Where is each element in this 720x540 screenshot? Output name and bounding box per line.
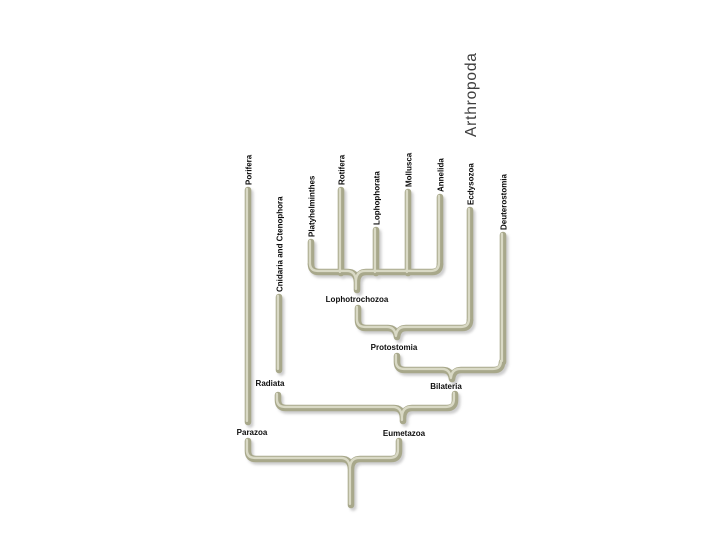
clade-label-eumetazoa: Eumetazoa bbox=[383, 429, 426, 438]
taxon-label-lophophorata: Lophophorata bbox=[372, 171, 381, 225]
taxon-label-mollusca: Mollusca bbox=[404, 152, 413, 187]
clade-label-protostomia: Protostomia bbox=[371, 343, 418, 352]
clade-bracket-bilateria-highlight bbox=[394, 353, 503, 380]
tree-branches-highlight-layer bbox=[245, 187, 504, 506]
taxon-label-cnidaria-and-ctenophora: Cnidaria and Ctenophora bbox=[275, 196, 284, 292]
taxon-label-ecdysozoa: Ecdysozoa bbox=[466, 163, 475, 205]
side-label-parazoa: Parazoa bbox=[237, 428, 268, 437]
clade-bracket-root bbox=[244, 437, 403, 472]
clade-bracket-eumetazoa-highlight bbox=[275, 391, 456, 418]
clade-label-bilateria: Bilateria bbox=[430, 382, 462, 391]
side-label-radiata: Radiata bbox=[256, 379, 285, 388]
clade-bracket-protostomia bbox=[354, 304, 474, 341]
clade-bracket-eumetazoa bbox=[274, 390, 459, 421]
taxon-label-platyhelminthes: Platyhelminthes bbox=[307, 175, 316, 237]
taxon-label-porifera: Porifera bbox=[244, 154, 253, 185]
featured-taxon-label-arthropoda: Arthropoda bbox=[463, 52, 480, 137]
taxon-label-rotifera: Rotifera bbox=[337, 154, 346, 185]
clade-label-lophotrochozoa: Lophotrochozoa bbox=[326, 295, 389, 304]
taxon-label-annelida: Annelida bbox=[436, 158, 445, 192]
taxon-label-deuterostomia: Deuterostomia bbox=[499, 173, 508, 230]
clade-bracket-protostomia-highlight bbox=[355, 305, 471, 338]
clade-bracket-root-highlight bbox=[245, 438, 400, 469]
tree-labels-layer: Porifera Cnidaria and Ctenophora Platyhelm… bbox=[237, 52, 509, 438]
